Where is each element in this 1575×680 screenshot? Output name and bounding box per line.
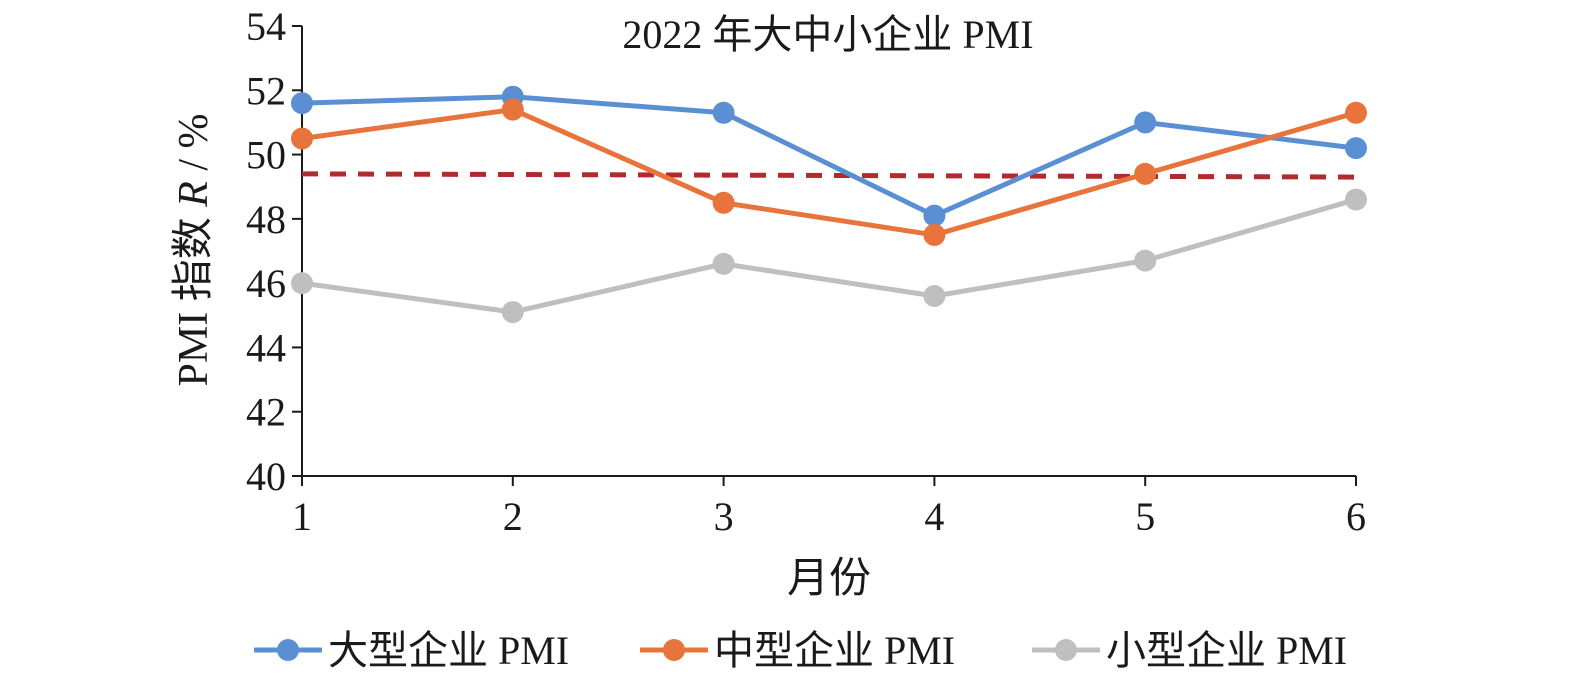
data-point <box>923 204 946 227</box>
data-point <box>501 98 524 121</box>
series-2 <box>291 98 1367 246</box>
series-line <box>301 197 1357 315</box>
legend-item: 中型企业 PMI <box>640 628 955 673</box>
reference-line-layer <box>301 171 1357 180</box>
data-point <box>712 252 735 275</box>
data-point <box>712 101 735 124</box>
y-axis-title-prefix: PMI 指数 <box>171 207 217 387</box>
data-point <box>291 272 313 295</box>
data-point <box>501 301 524 324</box>
y-tick-label: 50 <box>246 133 286 178</box>
x-tick-label: 5 <box>1135 494 1155 539</box>
x-tick-label: 3 <box>714 494 734 539</box>
x-tick-label: 6 <box>1346 494 1366 539</box>
data-point <box>1134 111 1157 134</box>
y-tick-label: 44 <box>246 325 286 370</box>
x-axis-title: 月份 <box>787 556 871 602</box>
data-point <box>712 191 735 214</box>
chart-title: 2022 年大中小企业 PMI <box>622 12 1033 57</box>
legend-item: 大型企业 PMI <box>254 628 569 673</box>
y-ticks: 40 42 44 46 48 50 52 54 <box>246 4 302 499</box>
legend-label: 小型企业 PMI <box>1106 628 1347 673</box>
data-point <box>291 92 313 115</box>
legend-label: 中型企业 PMI <box>714 628 955 673</box>
legend-swatch-marker <box>277 639 299 661</box>
data-point <box>1134 249 1157 272</box>
y-tick-label: 46 <box>246 261 286 306</box>
series-1 <box>291 85 1367 227</box>
data-point <box>1345 188 1367 211</box>
data-point <box>291 127 313 150</box>
y-axis-title: PMI 指数 R / % <box>171 113 217 386</box>
series-3 <box>291 188 1367 324</box>
reference-dashed-line <box>301 171 1357 180</box>
data-point <box>1345 137 1367 160</box>
data-point <box>1134 162 1157 185</box>
y-tick-label: 48 <box>246 197 286 242</box>
legend-swatch-marker <box>1055 639 1077 661</box>
series-line <box>301 94 1357 219</box>
legend: 大型企业 PMI 中型企业 PMI 小型企业 PMI <box>254 628 1347 673</box>
legend-label: 大型企业 PMI <box>328 628 569 673</box>
x-tick-label: 1 <box>292 494 312 539</box>
plot-area: 40 42 44 46 48 50 52 54 1 2 3 4 5 6 <box>246 4 1367 539</box>
y-tick-label: 52 <box>246 68 286 113</box>
series-layer <box>291 85 1367 324</box>
data-point <box>1345 101 1367 124</box>
y-tick-label: 54 <box>246 4 286 49</box>
y-tick-label: 42 <box>246 390 286 435</box>
data-point <box>923 285 946 307</box>
y-tick-label: 40 <box>246 454 286 499</box>
y-axis-title-suffix: / % <box>171 113 217 181</box>
data-point <box>923 223 946 246</box>
series-line <box>301 107 1357 238</box>
legend-swatch-marker <box>663 639 685 661</box>
y-axis-title-variable: R <box>171 181 217 208</box>
x-tick-label: 4 <box>924 494 944 539</box>
x-tick-label: 2 <box>503 494 523 539</box>
x-ticks: 1 2 3 4 5 6 <box>292 476 1366 539</box>
legend-item: 小型企业 PMI <box>1032 628 1347 673</box>
